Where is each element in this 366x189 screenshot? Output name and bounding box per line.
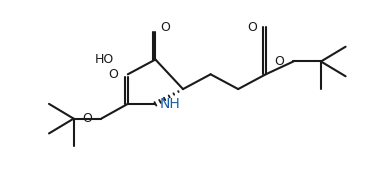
Text: HO: HO <box>95 53 114 66</box>
Text: NH: NH <box>159 97 180 111</box>
Text: O: O <box>247 21 257 33</box>
Text: O: O <box>108 68 118 81</box>
Text: O: O <box>274 55 284 68</box>
Text: O: O <box>160 21 170 33</box>
Text: O: O <box>82 112 92 125</box>
